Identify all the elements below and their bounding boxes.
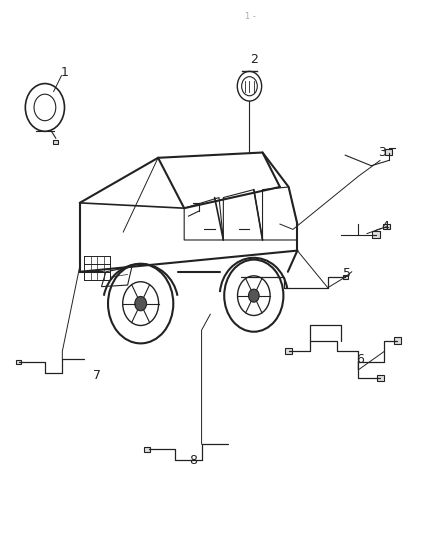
Text: 1 -: 1 - — [245, 12, 256, 21]
Bar — [343, 275, 348, 279]
Text: 1: 1 — [60, 67, 68, 79]
Bar — [377, 375, 384, 381]
Text: 8: 8 — [189, 454, 197, 466]
Bar — [372, 231, 380, 238]
Bar — [144, 447, 150, 452]
Text: 5: 5 — [343, 267, 351, 280]
Bar — [385, 149, 392, 155]
Text: 2: 2 — [250, 53, 258, 66]
Bar — [285, 348, 292, 354]
Bar — [16, 360, 21, 364]
Text: 3: 3 — [378, 146, 386, 159]
Text: 6: 6 — [357, 353, 364, 366]
Bar — [393, 337, 401, 344]
Circle shape — [135, 296, 147, 311]
Bar — [383, 224, 390, 229]
Bar — [53, 140, 58, 144]
Text: 7: 7 — [93, 369, 101, 382]
Circle shape — [248, 289, 259, 302]
Text: 4: 4 — [381, 220, 389, 233]
